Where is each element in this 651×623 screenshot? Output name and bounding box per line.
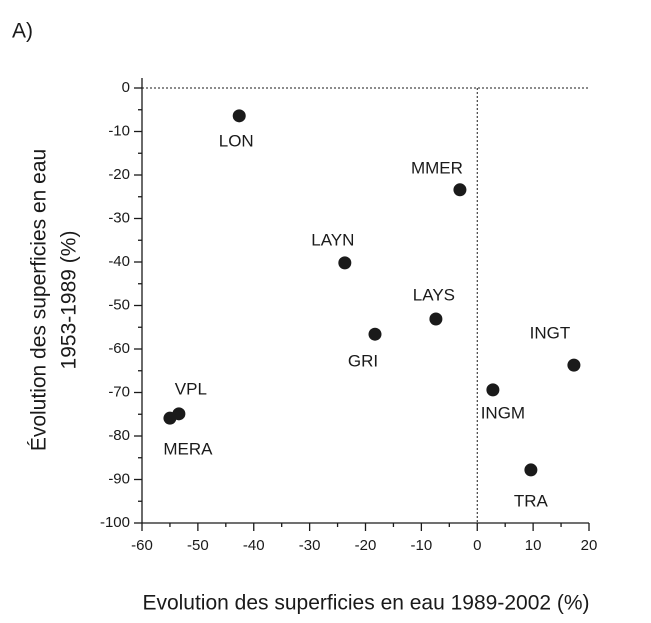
x-tick-label: -50	[187, 537, 209, 554]
point	[524, 463, 538, 477]
point-label: GRI	[348, 352, 378, 371]
x-tick-label: -60	[131, 537, 153, 554]
x-tick-label: -40	[243, 537, 265, 554]
y-tick-label: -60	[108, 340, 130, 357]
point-label: LON	[219, 131, 254, 150]
x-tick-label: 20	[581, 537, 598, 554]
point	[163, 411, 177, 425]
y-tick-label: -80	[108, 427, 130, 444]
point-label: MERA	[163, 440, 213, 459]
point	[567, 358, 581, 372]
y-tick-label: 0	[122, 79, 130, 96]
panel-label: A)	[12, 20, 33, 43]
y-axis-title: 1953-1989 (%)	[58, 231, 81, 370]
point-label: INGM	[481, 403, 525, 422]
y-tick-label: -20	[108, 166, 130, 183]
x-axis-title: Evolution des superficies en eau 1989-20…	[142, 592, 589, 615]
y-tick-label: -70	[108, 383, 130, 400]
point	[232, 109, 246, 123]
y-tick-label: -100	[100, 514, 130, 531]
point	[453, 183, 467, 197]
x-tick-label: 10	[525, 537, 542, 554]
y-tick-label: -90	[108, 470, 130, 487]
point	[368, 327, 382, 341]
y-tick-label: -50	[108, 296, 130, 313]
y-axis-title: Évolution des superficies en eau	[28, 149, 51, 451]
y-tick-label: -30	[108, 209, 130, 226]
point-label: VPL	[175, 379, 207, 398]
point	[486, 383, 500, 397]
x-tick-label: 0	[473, 537, 481, 554]
x-tick-label: -20	[355, 537, 377, 554]
point-label: LAYN	[311, 230, 354, 249]
point	[429, 312, 443, 326]
point-label: LAYS	[413, 285, 455, 304]
point-label: TRA	[514, 491, 549, 510]
y-tick-label: -10	[108, 122, 130, 139]
point-label: MMER	[411, 158, 463, 177]
y-tick-label: -40	[108, 253, 130, 270]
x-tick-label: -10	[411, 537, 433, 554]
point	[338, 256, 352, 270]
x-tick-label: -30	[299, 537, 321, 554]
point-label: INGT	[530, 324, 571, 343]
